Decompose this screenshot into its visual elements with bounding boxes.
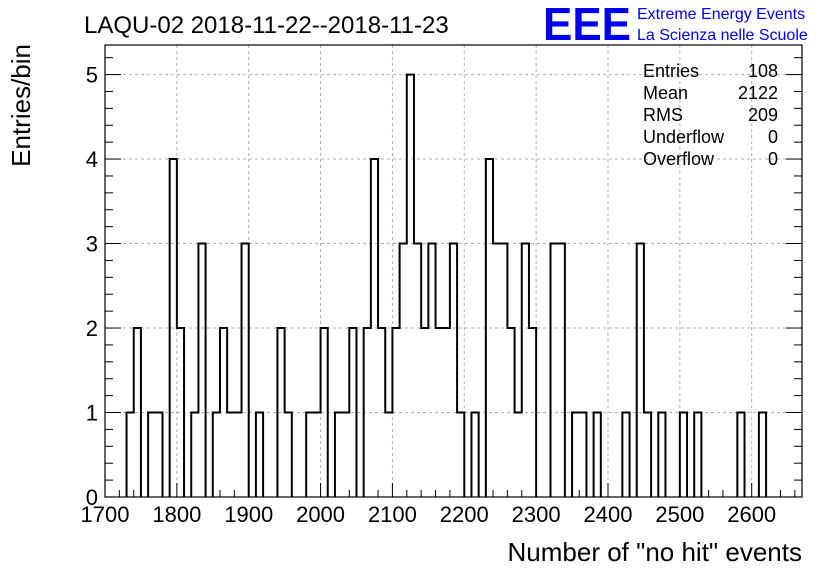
- histogram-bin: [371, 159, 378, 497]
- histogram-bin: [759, 413, 766, 497]
- histogram-bin: [737, 413, 744, 497]
- histogram-bin: [170, 159, 177, 497]
- histogram-bin: [321, 328, 328, 497]
- histogram-bin: [450, 244, 457, 497]
- chart-title: LAQU-02 2018-11-22--2018-11-23: [84, 12, 449, 39]
- histogram-bin: [155, 413, 162, 497]
- x-tick-label: 2400: [584, 502, 633, 527]
- histogram-bin: [134, 328, 141, 497]
- histogram-bin: [285, 413, 292, 497]
- histogram-bin: [471, 413, 478, 497]
- histogram-bin: [507, 328, 514, 497]
- x-tick-label: 2000: [296, 502, 345, 527]
- histogram-bin: [400, 244, 407, 497]
- histogram-bin: [378, 328, 385, 497]
- histogram-bin: [335, 413, 342, 497]
- histogram-bin: [428, 244, 435, 497]
- stats-box: Entries 108 Mean 2122 RMS 209 Underflow 0 Overfl…: [643, 61, 778, 169]
- histogram-bin: [694, 413, 701, 497]
- histogram-bin: [148, 413, 155, 497]
- histogram-bin: [493, 244, 500, 497]
- y-tick-label: 1: [86, 401, 98, 426]
- histogram-bin: [364, 328, 371, 497]
- histogram-bin: [177, 328, 184, 497]
- stats-value: 0: [768, 149, 778, 169]
- histogram-bin: [198, 244, 205, 497]
- histogram-bin: [256, 413, 263, 497]
- y-tick-label: 4: [86, 147, 98, 172]
- stats-label: Underflow: [643, 127, 725, 147]
- x-tick-label: 2500: [655, 502, 704, 527]
- histogram-bin: [436, 328, 443, 497]
- histogram-bin: [500, 244, 507, 497]
- histogram-bin: [457, 413, 464, 497]
- x-axis-label: Number of "no hit" events: [508, 537, 803, 567]
- x-tick-label: 1800: [152, 502, 201, 527]
- histogram-bin: [414, 244, 421, 497]
- histogram-bin: [277, 328, 284, 497]
- histogram-outline: [125, 73, 768, 497]
- histogram-bin: [242, 244, 249, 497]
- histogram-bin: [234, 413, 241, 497]
- histogram-bin: [227, 413, 234, 497]
- y-axis-label: Entries/bin: [6, 44, 36, 167]
- stats-value: 2122: [738, 83, 778, 103]
- histogram-bin: [515, 413, 522, 497]
- y-tick-label: 0: [86, 485, 98, 510]
- stats-value: 209: [748, 105, 778, 125]
- y-tick-label: 3: [86, 232, 98, 257]
- logo-line1: Extreme Energy Events: [637, 6, 805, 23]
- stats-label: RMS: [643, 105, 683, 125]
- stats-value: 108: [748, 61, 778, 81]
- stats-label: Overflow: [643, 149, 715, 169]
- histogram-bin: [658, 413, 665, 497]
- stats-label: Entries: [643, 61, 699, 81]
- y-tick-label: 5: [86, 63, 98, 88]
- histogram-bin: [558, 244, 565, 497]
- histogram-bin: [443, 328, 450, 497]
- stats-value: 0: [768, 127, 778, 147]
- histogram-bin: [486, 159, 493, 497]
- histogram-bin: [594, 413, 601, 497]
- histogram-bin: [191, 413, 198, 497]
- plot-frame: [104, 44, 803, 498]
- logo-line2: La Scienza nelle Scuole: [637, 27, 808, 44]
- x-tick-label: 2100: [368, 502, 417, 527]
- histogram-bin: [572, 413, 579, 497]
- x-tick-label: 1900: [224, 502, 273, 527]
- histogram-bin: [342, 413, 349, 497]
- histogram-bin: [622, 413, 629, 497]
- axis-ticks: [104, 57, 802, 498]
- histogram-bin: [220, 328, 227, 497]
- histogram-bin: [522, 244, 529, 497]
- x-tick-label: 2200: [440, 502, 489, 527]
- histogram-bin: [551, 244, 558, 497]
- histogram-bin: [644, 413, 651, 497]
- histogram-bin: [407, 75, 414, 497]
- histogram-bin: [392, 328, 399, 497]
- x-tick-label: 1700: [81, 502, 130, 527]
- eee-logo: EEE Extreme Energy Events La Scienza nel…: [543, 0, 808, 50]
- histogram-bin: [127, 413, 134, 497]
- histogram-bin: [385, 413, 392, 497]
- x-tick-label: 2600: [727, 502, 776, 527]
- histogram-bin: [637, 244, 644, 497]
- histogram-bin: [579, 413, 586, 497]
- histogram-bin: [213, 413, 220, 497]
- histogram-series: [125, 73, 768, 497]
- x-tick-label: 2300: [512, 502, 561, 527]
- tick-labels: 1700 1800 1900 2000 2100 2200 2300 2400 2500 2600…: [81, 63, 777, 527]
- histogram-bin: [680, 413, 687, 497]
- histogram-bin: [349, 328, 356, 497]
- histogram-bin: [306, 413, 313, 497]
- histogram-bin: [529, 328, 536, 497]
- histogram-bin: [313, 413, 320, 497]
- y-tick-label: 2: [86, 316, 98, 341]
- histogram-bin: [421, 328, 428, 497]
- stats-label: Mean: [643, 83, 688, 103]
- logo-letters: EEE: [543, 0, 631, 50]
